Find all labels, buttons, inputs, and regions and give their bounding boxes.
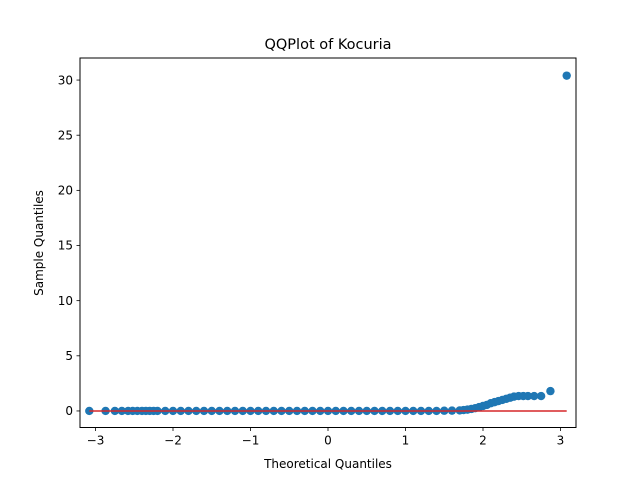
- x-axis-label: Theoretical Quantiles: [263, 457, 392, 471]
- x-axis: −3 −2 −1 0 1 2 3: [87, 427, 565, 448]
- x-tick-label: 2: [479, 434, 487, 448]
- x-tick-label: −3: [87, 434, 105, 448]
- y-tick-label: 30: [58, 73, 73, 87]
- y-tick-label: 0: [65, 404, 73, 418]
- x-tick-label: −2: [164, 434, 182, 448]
- y-axis: 0 5 10 15 20 25 30: [58, 73, 80, 418]
- y-tick-label: 15: [58, 239, 73, 253]
- x-tick-label: 1: [402, 434, 410, 448]
- data-point: [546, 386, 555, 396]
- y-tick-label: 20: [58, 184, 73, 198]
- x-tick-label: 0: [324, 434, 332, 448]
- plot-area: [85, 71, 571, 416]
- x-tick-label: −1: [242, 434, 260, 448]
- data-point: [562, 71, 571, 80]
- y-tick-label: 5: [65, 349, 73, 363]
- y-tick-label: 25: [58, 128, 73, 142]
- chart-title: QQPlot of Kocuria: [264, 37, 391, 53]
- data-point: [536, 391, 546, 401]
- y-tick-label: 10: [58, 294, 73, 308]
- data-point: [529, 391, 539, 401]
- x-tick-label: 3: [557, 434, 565, 448]
- data-point: [523, 391, 533, 401]
- y-axis-label: Sample Quantiles: [32, 190, 46, 296]
